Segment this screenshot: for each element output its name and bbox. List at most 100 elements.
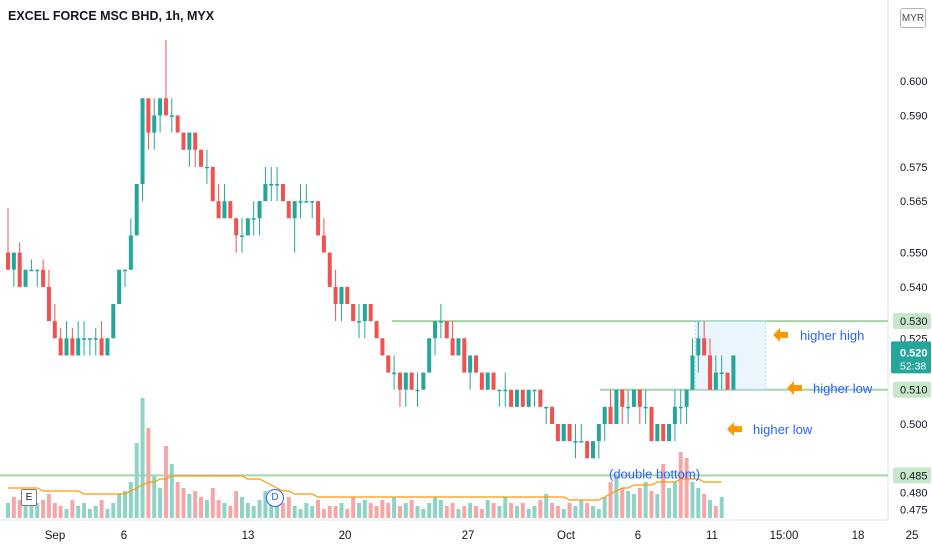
volume-bar — [591, 506, 595, 518]
candle-body — [392, 372, 397, 375]
volume-bar — [216, 500, 221, 518]
candle-body — [339, 286, 344, 304]
volume-bar — [193, 491, 198, 518]
candle-body — [713, 372, 718, 390]
candle-body — [111, 304, 116, 339]
volume-bar — [6, 503, 10, 518]
level-badge — [893, 381, 931, 398]
volume-bar — [181, 488, 186, 518]
volume-bar — [99, 500, 104, 518]
volume-bar — [263, 491, 268, 518]
volume-bar — [251, 506, 256, 518]
volume-bar — [392, 497, 397, 518]
volume-bar — [427, 503, 432, 518]
candle-body — [591, 441, 595, 459]
volume-bar — [380, 500, 385, 518]
volume-bar — [702, 494, 707, 518]
candle-body — [163, 98, 168, 116]
annotation-label: higher low — [753, 422, 813, 437]
candle-body — [82, 338, 87, 340]
volume-bar — [76, 506, 81, 518]
candle-body — [643, 406, 648, 409]
candle-body — [626, 406, 631, 409]
candle-body — [397, 372, 402, 390]
candle-body — [649, 406, 654, 442]
volume-bar — [368, 503, 373, 518]
volume-bar — [123, 491, 127, 518]
candle-body — [561, 424, 566, 442]
candle-body — [608, 406, 613, 424]
volume-bar — [339, 503, 344, 518]
volume-bar — [608, 482, 613, 518]
currency-selector[interactable]: MYR — [900, 8, 926, 28]
volume-bar — [690, 482, 695, 518]
candle-body — [637, 389, 642, 407]
volume-bar — [222, 503, 227, 518]
candle-body — [257, 201, 262, 219]
candle-body — [532, 389, 537, 392]
volume-bar — [503, 497, 508, 518]
candle-body — [444, 321, 449, 339]
candle-body — [23, 269, 28, 287]
candle-body — [304, 201, 309, 203]
volume-bar — [316, 500, 321, 518]
volume-bar — [485, 500, 490, 518]
candle-body — [696, 338, 701, 356]
volume-bar — [631, 494, 636, 518]
price-tick-label: 0.600 — [900, 76, 928, 88]
candle-body — [310, 201, 315, 203]
candle-body — [269, 184, 274, 186]
candle-body — [474, 355, 478, 373]
time-tick-label: 11 — [706, 530, 718, 542]
volume-bar — [596, 509, 601, 518]
volume-bar — [228, 506, 233, 518]
volume-bar — [52, 503, 57, 518]
candle-body — [631, 389, 636, 407]
volume-bar — [614, 476, 619, 518]
volume-bar — [462, 506, 467, 518]
candle-body — [485, 372, 490, 390]
volume-bar — [450, 503, 455, 518]
candle-body — [251, 218, 256, 220]
annotation-label: (double bottom) — [609, 467, 700, 482]
candle-body — [181, 132, 186, 150]
volume-bar — [204, 500, 209, 518]
annotation-label: higher high — [800, 328, 864, 343]
candle-body — [134, 184, 139, 236]
volume-bar — [479, 509, 484, 518]
candle-body — [520, 389, 525, 407]
candle-body — [596, 424, 601, 442]
candle-body — [672, 406, 677, 424]
volume-bar — [362, 500, 367, 518]
candle-body — [228, 201, 233, 219]
candle-body — [368, 304, 373, 322]
volume-bar — [491, 503, 496, 518]
candle-body — [357, 321, 361, 323]
price-tick-label: 0.475 — [900, 505, 928, 517]
volume-bar — [199, 497, 204, 518]
countdown-label: 52:38 — [900, 360, 926, 372]
dividend-marker[interactable]: D — [266, 489, 284, 507]
time-tick-label: 15:00 — [770, 530, 799, 542]
candle-body — [550, 406, 555, 424]
volume-bar — [70, 500, 75, 518]
candle-body — [719, 372, 724, 375]
volume-bar — [397, 506, 402, 518]
candle-body — [678, 406, 683, 409]
price-tick-label: 0.500 — [900, 419, 928, 431]
candle-body — [152, 115, 157, 133]
candle-body — [199, 149, 204, 167]
candle-body — [614, 389, 619, 424]
volume-bar — [708, 500, 712, 518]
candle-body — [409, 372, 414, 390]
level-badge — [893, 467, 931, 484]
volume-bar — [292, 506, 297, 518]
volume-bar — [544, 494, 549, 518]
volume-bar — [403, 503, 408, 518]
earnings-marker[interactable]: E — [21, 489, 37, 506]
candle-body — [146, 98, 151, 133]
candle-body — [573, 441, 578, 443]
volume-bar — [497, 506, 502, 518]
volume-bar — [210, 488, 215, 518]
